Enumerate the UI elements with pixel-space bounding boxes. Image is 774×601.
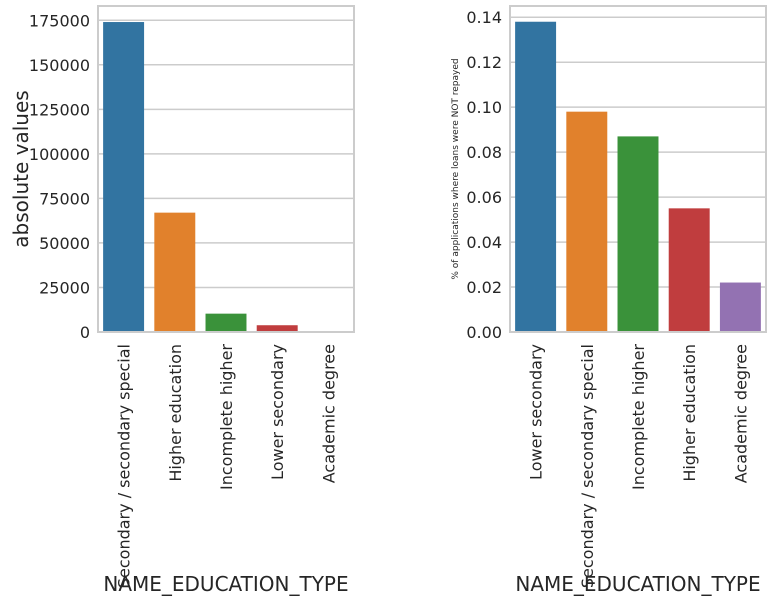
axes-frame [97, 5, 355, 333]
y-tick-label: 50000 [39, 234, 90, 253]
x-tick-label: Incomplete higher [217, 344, 236, 490]
bar-incomplete-higher [617, 136, 659, 332]
y-tick-label: 0 [80, 323, 90, 342]
bar-lower-secondary [515, 21, 557, 333]
y-tick-label: 0.08 [466, 143, 502, 162]
y-tick-label: 0.04 [466, 233, 502, 252]
x-tick-label: Academic degree [731, 344, 750, 483]
y-tick-label: 25000 [39, 278, 90, 297]
y-tick-label: 0.06 [466, 188, 502, 207]
x-tick-label: Higher education [166, 344, 185, 482]
y-tick-label: 150000 [29, 56, 90, 75]
y-tick-label: 100000 [29, 145, 90, 164]
x-tick-label: Lower secondary [268, 344, 287, 480]
y-tick-label: 0.00 [466, 323, 502, 342]
y-tick-label: 175000 [29, 11, 90, 30]
bar-incomplete-higher [205, 313, 247, 332]
y-axis-label: % of applications where loans were NOT r… [451, 58, 461, 279]
bar-higher-education [154, 212, 196, 332]
y-tick-label: 75000 [39, 189, 90, 208]
bar-academic-degree [719, 282, 761, 332]
bar-lower-secondary [256, 325, 298, 332]
y-tick-label: 0.12 [466, 53, 502, 72]
y-axis-label: absolute values [9, 90, 33, 247]
x-tick-label: Academic degree [319, 344, 338, 483]
bar-secondary-secondary-special [566, 111, 608, 332]
y-tick-label: 125000 [29, 100, 90, 119]
x-tick-label: Secondary / secondary special [115, 344, 134, 588]
x-tick-label: Incomplete higher [629, 344, 648, 490]
y-tick-label: 0.02 [466, 278, 502, 297]
x-tick-label: Lower secondary [527, 344, 546, 480]
x-axis-label: NAME_EDUCATION_TYPE [515, 572, 760, 596]
y-tick-label: 0.10 [466, 98, 502, 117]
x-tick-label: Secondary / secondary special [578, 344, 597, 588]
x-tick-label: Higher education [680, 344, 699, 482]
bar-higher-education [668, 208, 710, 332]
right-chart-panel: 0.00 0.02 0.04 0.06 0.08 0.10 0.12 0.14 Lower se… [451, 5, 767, 596]
y-tick-label: 0.14 [466, 8, 502, 27]
axes-frame [509, 5, 767, 333]
bar-secondary-secondary-special [103, 22, 145, 333]
x-axis-label: NAME_EDUCATION_TYPE [103, 572, 348, 596]
left-chart-panel: 0 25000 50000 75000 100000 125000 150000 175000… [9, 5, 355, 596]
